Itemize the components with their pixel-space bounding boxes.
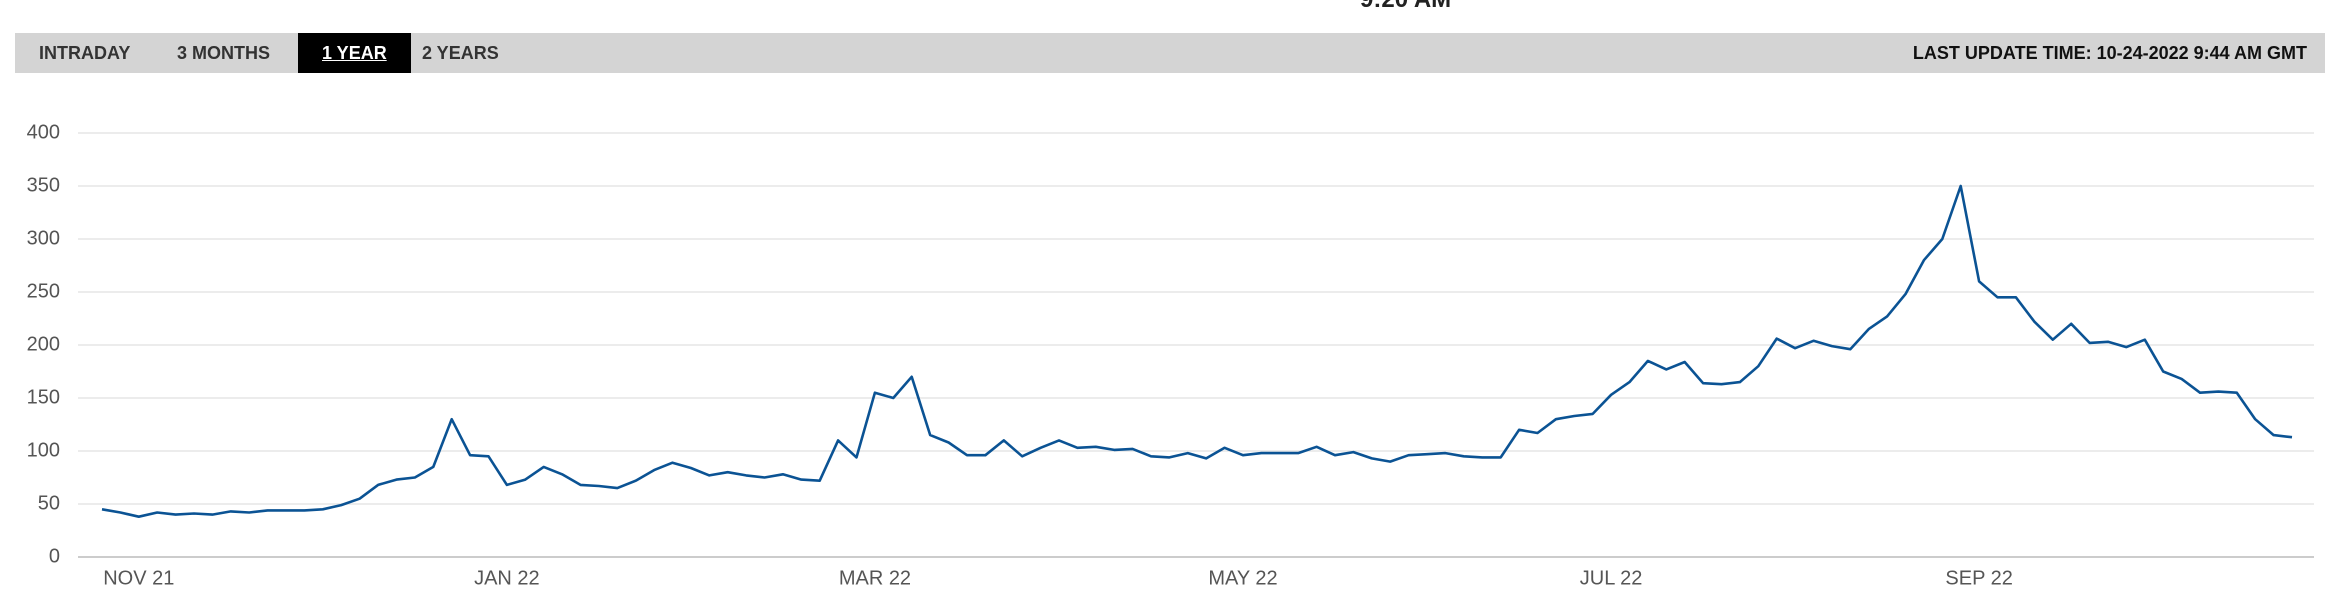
- x-tick-label: JAN 22: [474, 567, 540, 589]
- y-tick-label: 100: [27, 439, 60, 461]
- y-tick-label: 50: [38, 492, 60, 514]
- x-tick-label: MAY 22: [1208, 567, 1277, 589]
- y-tick-label: 300: [27, 227, 60, 249]
- range-tab[interactable]: 3 MONTHS: [177, 43, 271, 63]
- y-tick-label: 150: [27, 386, 60, 408]
- header-time: 9:20 AM: [1360, 0, 1451, 14]
- y-tick-label: 250: [27, 280, 60, 302]
- range-tab[interactable]: 1 YEAR: [298, 33, 411, 73]
- range-tab[interactable]: 2 YEARS: [422, 43, 499, 63]
- x-tick-label: NOV 21: [103, 567, 174, 589]
- y-tick-label: 350: [27, 174, 60, 196]
- tab-bar: LAST UPDATE TIME: 10-24-2022 9:44 AM GMT…: [15, 33, 2325, 73]
- x-tick-label: MAR 22: [839, 567, 911, 589]
- last-update: LAST UPDATE TIME: 10-24-2022 9:44 AM GMT: [1912, 43, 2307, 63]
- price-line: [101, 184, 2293, 518]
- y-tick-label: 0: [49, 545, 60, 567]
- range-tab[interactable]: INTRADAY: [39, 43, 131, 63]
- y-tick-label: 200: [27, 333, 60, 355]
- y-tick-label: 400: [27, 121, 60, 143]
- x-tick-label: SEP 22: [1945, 567, 2012, 589]
- x-tick-label: JUL 22: [1580, 567, 1643, 589]
